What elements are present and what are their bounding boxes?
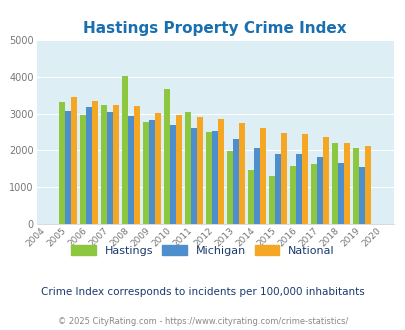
Bar <box>122 76 128 224</box>
Bar <box>290 166 296 224</box>
Bar <box>317 157 322 224</box>
Bar <box>227 151 233 224</box>
Bar <box>364 146 370 224</box>
Bar <box>155 113 160 224</box>
Bar <box>311 164 317 224</box>
Bar <box>275 154 281 224</box>
Bar <box>65 111 71 224</box>
Bar <box>80 115 86 224</box>
Bar <box>176 115 181 224</box>
Bar <box>196 117 202 224</box>
Bar <box>296 154 301 224</box>
Bar <box>185 112 191 224</box>
Bar <box>217 119 224 224</box>
Bar <box>233 139 239 224</box>
Bar <box>86 107 92 224</box>
Bar <box>170 125 176 224</box>
Bar <box>358 167 364 224</box>
Text: Crime Index corresponds to incidents per 100,000 inhabitants: Crime Index corresponds to incidents per… <box>41 287 364 297</box>
Bar <box>248 170 254 224</box>
Bar <box>206 132 212 224</box>
Bar <box>269 176 275 224</box>
Title: Hastings Property Crime Index: Hastings Property Crime Index <box>83 21 346 36</box>
Bar <box>101 105 107 224</box>
Bar <box>71 97 77 224</box>
Legend: Hastings, Michigan, National: Hastings, Michigan, National <box>67 241 338 260</box>
Bar <box>322 137 328 224</box>
Bar <box>128 116 134 224</box>
Bar <box>59 102 65 224</box>
Text: © 2025 CityRating.com - https://www.cityrating.com/crime-statistics/: © 2025 CityRating.com - https://www.city… <box>58 317 347 326</box>
Bar <box>149 120 155 224</box>
Bar <box>107 112 113 224</box>
Bar <box>113 105 119 224</box>
Bar <box>337 163 343 224</box>
Bar <box>353 148 358 224</box>
Bar <box>254 148 260 224</box>
Bar <box>92 101 98 224</box>
Bar <box>134 106 140 224</box>
Bar <box>301 134 307 224</box>
Bar <box>281 133 286 224</box>
Bar <box>332 144 337 224</box>
Bar <box>343 143 349 224</box>
Bar <box>212 131 217 224</box>
Bar <box>164 89 170 224</box>
Bar <box>260 128 265 224</box>
Bar <box>191 128 196 224</box>
Bar <box>143 122 149 224</box>
Bar <box>239 123 245 224</box>
